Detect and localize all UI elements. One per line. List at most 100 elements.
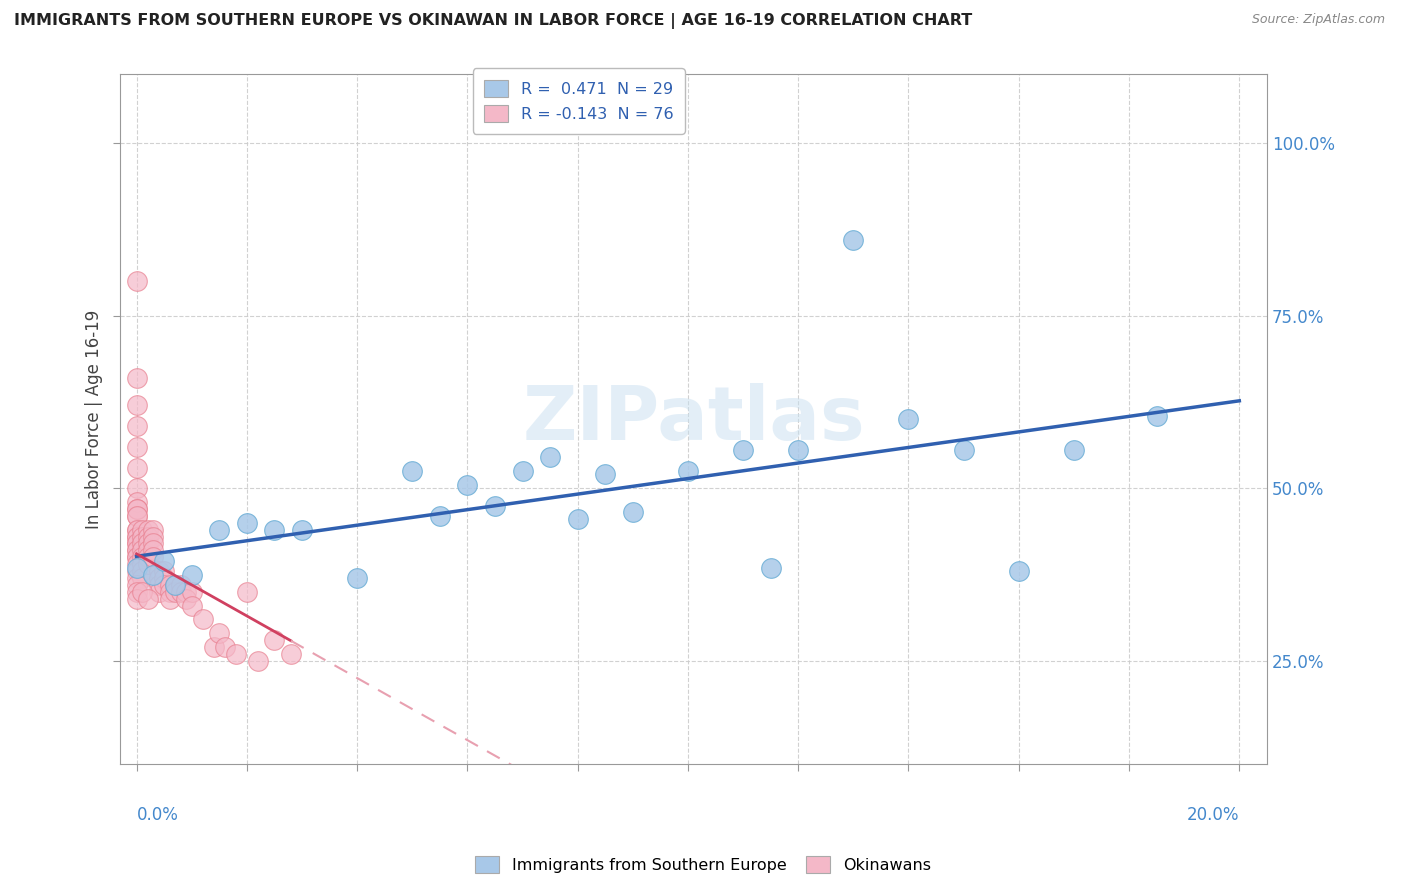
Point bbox=[897, 412, 920, 426]
Point bbox=[153, 571, 176, 585]
Point bbox=[593, 467, 616, 482]
Point bbox=[456, 478, 478, 492]
Point bbox=[236, 584, 259, 599]
Text: IMMIGRANTS FROM SOUTHERN EUROPE VS OKINAWAN IN LABOR FORCE | AGE 16-19 CORRELATI: IMMIGRANTS FROM SOUTHERN EUROPE VS OKINA… bbox=[14, 13, 973, 29]
Point bbox=[346, 571, 368, 585]
Point bbox=[125, 578, 148, 592]
Point bbox=[125, 536, 148, 550]
Point bbox=[125, 440, 148, 454]
Text: 0.0%: 0.0% bbox=[136, 805, 179, 823]
Point bbox=[180, 584, 202, 599]
Point bbox=[136, 523, 159, 537]
Point bbox=[125, 523, 148, 537]
Point bbox=[263, 523, 285, 537]
Point bbox=[202, 640, 225, 654]
Point bbox=[131, 584, 153, 599]
Point bbox=[208, 523, 231, 537]
Point bbox=[174, 584, 197, 599]
Point bbox=[214, 640, 236, 654]
Point bbox=[429, 508, 451, 523]
Point bbox=[142, 567, 165, 582]
Point bbox=[165, 578, 187, 592]
Point bbox=[153, 578, 176, 592]
Text: ZIPatlas: ZIPatlas bbox=[522, 383, 865, 456]
Point bbox=[159, 584, 181, 599]
Point bbox=[125, 481, 148, 495]
Point bbox=[191, 612, 214, 626]
Point bbox=[180, 567, 202, 582]
Point bbox=[759, 560, 782, 574]
Point bbox=[125, 557, 148, 571]
Point bbox=[125, 564, 148, 578]
Point bbox=[165, 584, 187, 599]
Point bbox=[125, 502, 148, 516]
Point bbox=[208, 626, 231, 640]
Y-axis label: In Labor Force | Age 16-19: In Labor Force | Age 16-19 bbox=[86, 310, 103, 529]
Point bbox=[484, 499, 506, 513]
Point bbox=[169, 584, 191, 599]
Point bbox=[136, 557, 159, 571]
Point bbox=[153, 554, 176, 568]
Point bbox=[131, 571, 153, 585]
Point bbox=[621, 505, 644, 519]
Point bbox=[131, 530, 153, 544]
Point bbox=[125, 523, 148, 537]
Point bbox=[148, 578, 170, 592]
Point bbox=[169, 578, 191, 592]
Point bbox=[125, 495, 148, 509]
Point bbox=[842, 233, 865, 247]
Point bbox=[125, 550, 148, 565]
Point bbox=[142, 523, 165, 537]
Point bbox=[1146, 409, 1168, 423]
Point bbox=[142, 536, 165, 550]
Point bbox=[148, 564, 170, 578]
Point bbox=[1008, 564, 1031, 578]
Point bbox=[952, 443, 974, 458]
Point bbox=[131, 557, 153, 571]
Point bbox=[280, 647, 302, 661]
Point bbox=[131, 523, 153, 537]
Point bbox=[125, 274, 148, 288]
Point bbox=[787, 443, 810, 458]
Point bbox=[125, 571, 148, 585]
Point bbox=[148, 571, 170, 585]
Point bbox=[142, 543, 165, 558]
Point bbox=[125, 419, 148, 434]
Point bbox=[512, 464, 534, 478]
Point bbox=[153, 564, 176, 578]
Point bbox=[401, 464, 423, 478]
Point bbox=[1063, 443, 1085, 458]
Text: Source: ZipAtlas.com: Source: ZipAtlas.com bbox=[1251, 13, 1385, 27]
Point bbox=[125, 550, 148, 565]
Point bbox=[142, 550, 165, 565]
Point bbox=[125, 536, 148, 550]
Point bbox=[131, 564, 153, 578]
Point bbox=[733, 443, 755, 458]
Point bbox=[125, 508, 148, 523]
Point bbox=[131, 550, 153, 565]
Point bbox=[676, 464, 699, 478]
Point bbox=[165, 578, 187, 592]
Legend: R =  0.471  N = 29, R = -0.143  N = 76: R = 0.471 N = 29, R = -0.143 N = 76 bbox=[472, 69, 685, 134]
Text: 20.0%: 20.0% bbox=[1187, 805, 1239, 823]
Point bbox=[125, 530, 148, 544]
Point bbox=[136, 536, 159, 550]
Point bbox=[125, 543, 148, 558]
Point bbox=[174, 591, 197, 606]
Legend: Immigrants from Southern Europe, Okinawans: Immigrants from Southern Europe, Okinawa… bbox=[470, 849, 936, 880]
Point bbox=[136, 543, 159, 558]
Point bbox=[125, 560, 148, 574]
Point bbox=[125, 543, 148, 558]
Point bbox=[246, 654, 269, 668]
Point bbox=[125, 502, 148, 516]
Point bbox=[125, 399, 148, 413]
Point bbox=[131, 536, 153, 550]
Point bbox=[136, 591, 159, 606]
Point bbox=[131, 543, 153, 558]
Point bbox=[142, 530, 165, 544]
Point bbox=[125, 591, 148, 606]
Point bbox=[159, 591, 181, 606]
Point bbox=[225, 647, 247, 661]
Point bbox=[125, 530, 148, 544]
Point bbox=[148, 584, 170, 599]
